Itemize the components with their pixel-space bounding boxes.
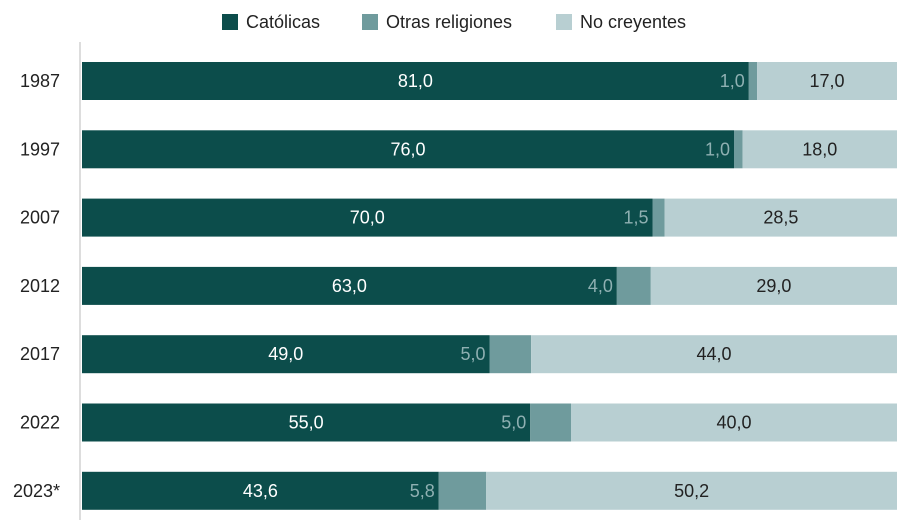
bar-segment — [82, 335, 490, 374]
value-label: 49,0 — [268, 344, 303, 364]
bar-segment — [531, 335, 897, 374]
value-label: 63,0 — [332, 276, 367, 296]
value-label: 4,0 — [588, 276, 613, 296]
bar-segment — [650, 266, 897, 305]
y-tick-label: 1997 — [20, 139, 60, 159]
legend-swatch — [222, 14, 238, 30]
bar-segment — [742, 130, 897, 169]
y-tick-label: 2012 — [20, 276, 60, 296]
bar-segment — [571, 403, 897, 442]
bar-segment — [748, 62, 758, 100]
y-tick-label: 2017 — [20, 344, 60, 364]
value-label: 17,0 — [810, 71, 845, 91]
bar-segment — [82, 198, 653, 237]
bar-segment — [734, 130, 743, 169]
bar-segment — [616, 266, 651, 305]
legend-label: No creyentes — [580, 12, 686, 32]
legend-label: Otras religiones — [386, 12, 512, 32]
value-label: 1,0 — [720, 71, 745, 91]
bar-segment — [82, 62, 749, 100]
bar-segment — [82, 471, 439, 510]
value-label: 5,0 — [501, 413, 526, 433]
bar-segment — [438, 471, 487, 510]
bar-segment — [82, 130, 734, 169]
legend-swatch — [362, 14, 378, 30]
y-tick-label: 2022 — [20, 413, 60, 433]
bar-segment — [486, 471, 897, 510]
value-label: 18,0 — [802, 139, 837, 159]
bar-segment — [530, 403, 571, 442]
value-label: 28,5 — [763, 208, 798, 228]
value-label: 5,0 — [460, 344, 485, 364]
value-label: 50,2 — [674, 481, 709, 501]
legend-swatch — [556, 14, 572, 30]
value-label: 1,0 — [705, 139, 730, 159]
value-label: 44,0 — [697, 344, 732, 364]
y-tick-label: 2007 — [20, 208, 60, 228]
bar-segment — [652, 198, 665, 237]
bar-segment — [664, 198, 897, 237]
y-tick-label: 2023* — [13, 481, 60, 501]
value-label: 29,0 — [756, 276, 791, 296]
value-label: 1,5 — [623, 208, 648, 228]
value-label: 70,0 — [350, 208, 385, 228]
value-label: 55,0 — [289, 413, 324, 433]
bar-segment — [82, 266, 617, 305]
value-label: 5,8 — [410, 481, 435, 501]
value-label: 76,0 — [390, 139, 425, 159]
y-tick-label: 1987 — [20, 71, 60, 91]
bar-segment — [489, 335, 532, 374]
bar-segment — [82, 403, 531, 442]
value-label: 43,6 — [243, 481, 278, 501]
value-label: 81,0 — [398, 71, 433, 91]
bar-segment — [757, 62, 897, 100]
legend-label: Católicas — [246, 12, 320, 32]
value-label: 40,0 — [716, 413, 751, 433]
